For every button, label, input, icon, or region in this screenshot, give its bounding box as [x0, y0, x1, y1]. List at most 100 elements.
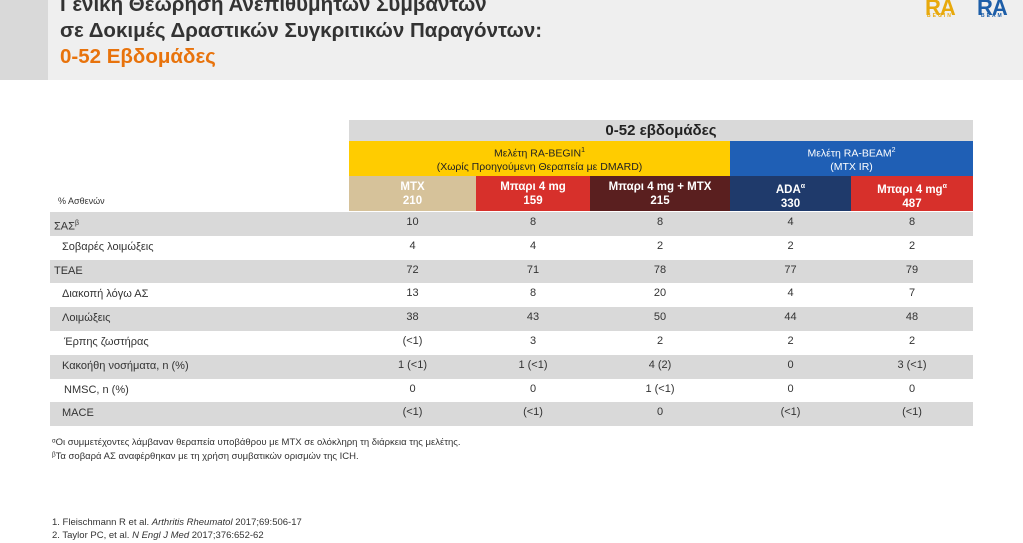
- references: 1. Fleischmann R et al. Arthritis Rheuma…: [52, 516, 302, 542]
- arm-header-bari-beam: Μπαρι 4 mgα 487: [851, 176, 973, 211]
- row-label-text: NMSC, n (%): [64, 383, 129, 396]
- row-header-label: % Ασθενών: [58, 196, 105, 206]
- table-cell: 20: [653, 287, 667, 300]
- arm-name: Μπαρι 4 mg + MTX: [608, 181, 712, 193]
- reference-citation: 2017;69:506-17: [232, 517, 302, 528]
- arm-name: Μπαρι 4 mg: [500, 181, 566, 193]
- arm-n: 330: [780, 197, 801, 210]
- table-cell: 77: [784, 263, 797, 276]
- table-cell: 0: [787, 382, 794, 395]
- table-body: ΣΑΣβ 10 8 8 4 8 Σοβαρές λοιμώξεις 4 4 2 2 2 TEAE 72 71…: [50, 212, 973, 427]
- arm-header-bari: Μπαρι 4 mg 159: [476, 176, 590, 211]
- row-label: Κακοήθη νοσήματα, n (%): [62, 355, 189, 378]
- reference-journal: N Engl J Med: [132, 530, 190, 541]
- study-header-ra-begin: Μελέτη RA-BEGIN1 (Χωρίς Προηγούμενη Θερα…: [349, 141, 730, 176]
- table-row: Κακοήθη νοσήματα, n (%) 1 (<1) 1 (<1) 4 (2)…: [50, 354, 973, 379]
- row-label-text: Έρπης ζωστήρας: [64, 335, 149, 348]
- reference-item: 1. Fleischmann R et al. Arthritis Rheuma…: [52, 516, 302, 529]
- arm-header-ada: ADAα 330: [730, 176, 851, 211]
- table-cell: 2: [787, 334, 794, 347]
- table-cell: 2: [787, 239, 794, 252]
- table-cell: 1 (<1): [645, 382, 675, 395]
- arm-header-bari-mtx: Μπαρι 4 mg + MTX 215: [590, 176, 730, 211]
- reference-citation: 2017;376:652-62: [189, 530, 264, 541]
- slide-title: Γενική Θεώρηση Ανεπιθύμητων Συμβάντων σε…: [60, 0, 542, 70]
- title-line-2: σε Δοκιμές Δραστικών Συγκριτικών Παραγόν…: [60, 19, 543, 42]
- study-name: Μελέτη RA-BEAM: [807, 147, 892, 160]
- row-label: Λοιμώξεις: [62, 307, 110, 330]
- study-header-ra-beam: Μελέτη RA-BEAM2 (MTX IR): [730, 141, 973, 176]
- arm-n: 487: [902, 197, 922, 210]
- arm-header-mtx: MTX 210: [349, 176, 476, 211]
- arm-sup: α: [942, 183, 947, 190]
- row-label: Έρπης ζωστήρας: [64, 331, 149, 354]
- footnote-beta: ᵝΤα σοβαρά ΑΣ αναφέρθηκαν με τη χρήση συ…: [52, 451, 359, 462]
- table-cell: 3: [529, 334, 537, 347]
- arm-name: MTX: [400, 181, 425, 193]
- row-label-text: Σοβαρές λοιμώξεις: [62, 240, 154, 253]
- table-cell: 48: [905, 311, 919, 324]
- table-cell: 4: [409, 239, 416, 252]
- arm-name: Μπαρι 4 mg: [877, 183, 943, 196]
- table-cell: 2: [908, 239, 916, 252]
- table-cell: 4 (2): [648, 358, 672, 371]
- table-cell: 2: [656, 334, 664, 347]
- table-cell: 78: [653, 263, 667, 276]
- reference-authors: 2. Taylor PC, et al.: [52, 530, 133, 541]
- table-cell: 2: [656, 239, 664, 252]
- row-label-text: TEAE: [54, 264, 83, 277]
- row-label: Σοβαρές λοιμώξεις: [62, 236, 154, 259]
- study-name: Μελέτη RA-BEGIN: [494, 147, 582, 160]
- table-cell: 0: [908, 382, 916, 395]
- reference-item: 2. Taylor PC, et al. N Engl J Med 2017;3…: [52, 529, 302, 542]
- arm-n: 215: [650, 195, 670, 207]
- table-cell: 50: [653, 311, 667, 324]
- row-label-text: Λοιμώξεις: [62, 312, 111, 325]
- row-label: MACE: [62, 402, 94, 425]
- table-cell: 0: [529, 382, 537, 395]
- table-cell: (<1): [402, 406, 423, 419]
- table-cell: 43: [526, 311, 540, 324]
- study-ref: 1: [581, 147, 585, 154]
- arm-n: 159: [523, 195, 543, 207]
- row-label-sup: β: [74, 220, 79, 227]
- title-line-1: Γενική Θεώρηση Ανεπιθύμητων Συμβάντων: [60, 0, 487, 16]
- table-cell: 8: [656, 216, 664, 228]
- row-label: NMSC, n (%): [64, 379, 129, 402]
- table-cell: 71: [526, 263, 540, 276]
- reference-authors: 1. Fleischmann R et al.: [52, 517, 152, 528]
- ra-logo: RA RA BEGIN BEAM: [925, 0, 1023, 20]
- footnotes: ᵅΟι συμμετέχοντες λάμβαναν θεραπεία υποβ…: [52, 436, 460, 464]
- study-subtitle: (MTX IR): [830, 160, 873, 173]
- row-label-text: MACE: [62, 407, 94, 420]
- row-label: Διακοπή λόγω ΑΣ: [62, 283, 148, 306]
- logo-beam-label: BEAM: [981, 13, 1004, 19]
- study-ref: 2: [891, 147, 896, 154]
- logo-begin-label: BEGIN: [927, 13, 953, 19]
- table-cell: 3 (<1): [897, 358, 927, 371]
- table-row: Σοβαρές λοιμώξεις 4 4 2 2 2: [50, 236, 973, 260]
- table-cell: 0: [787, 358, 794, 371]
- table-cell: 0: [409, 382, 416, 395]
- table-row: NMSC, n (%) 0 0 1 (<1) 0 0: [50, 379, 973, 403]
- period-header: 0-52 εβδομάδες: [349, 120, 973, 141]
- table-row: Διακοπή λόγω ΑΣ 13 8 20 4 7: [50, 283, 973, 307]
- table-cell: 44: [784, 311, 797, 324]
- table-cell: 38: [406, 311, 419, 324]
- footnote-alpha: ᵅΟι συμμετέχοντες λάμβαναν θεραπεία υποβ…: [52, 437, 461, 448]
- table-cell: (<1): [402, 334, 423, 347]
- table-cell: 1 (<1): [397, 358, 428, 371]
- arm-sup: α: [800, 183, 806, 190]
- study-subtitle: (Χωρίς Προηγούμενη Θεραπεία με DMARD): [436, 160, 643, 173]
- row-label-text: Διακοπή λόγω ΑΣ: [62, 288, 149, 301]
- row-label: ΣΑΣβ: [54, 212, 79, 239]
- table-cell: 7: [908, 287, 916, 300]
- table-cell: 4: [529, 239, 537, 252]
- table-row: Έρπης ζωστήρας (<1) 3 2 2 2: [50, 331, 973, 355]
- table-cell: 72: [406, 263, 419, 276]
- table-cell: 79: [905, 263, 919, 276]
- table-row: Λοιμώξεις 38 43 50 44 48: [50, 307, 973, 331]
- table-row: MACE (<1) (<1) 0 (<1) (<1): [50, 402, 973, 427]
- table-row: TEAE 72 71 78 77 79: [50, 259, 973, 284]
- logo-ra-beam: RA: [977, 0, 1008, 20]
